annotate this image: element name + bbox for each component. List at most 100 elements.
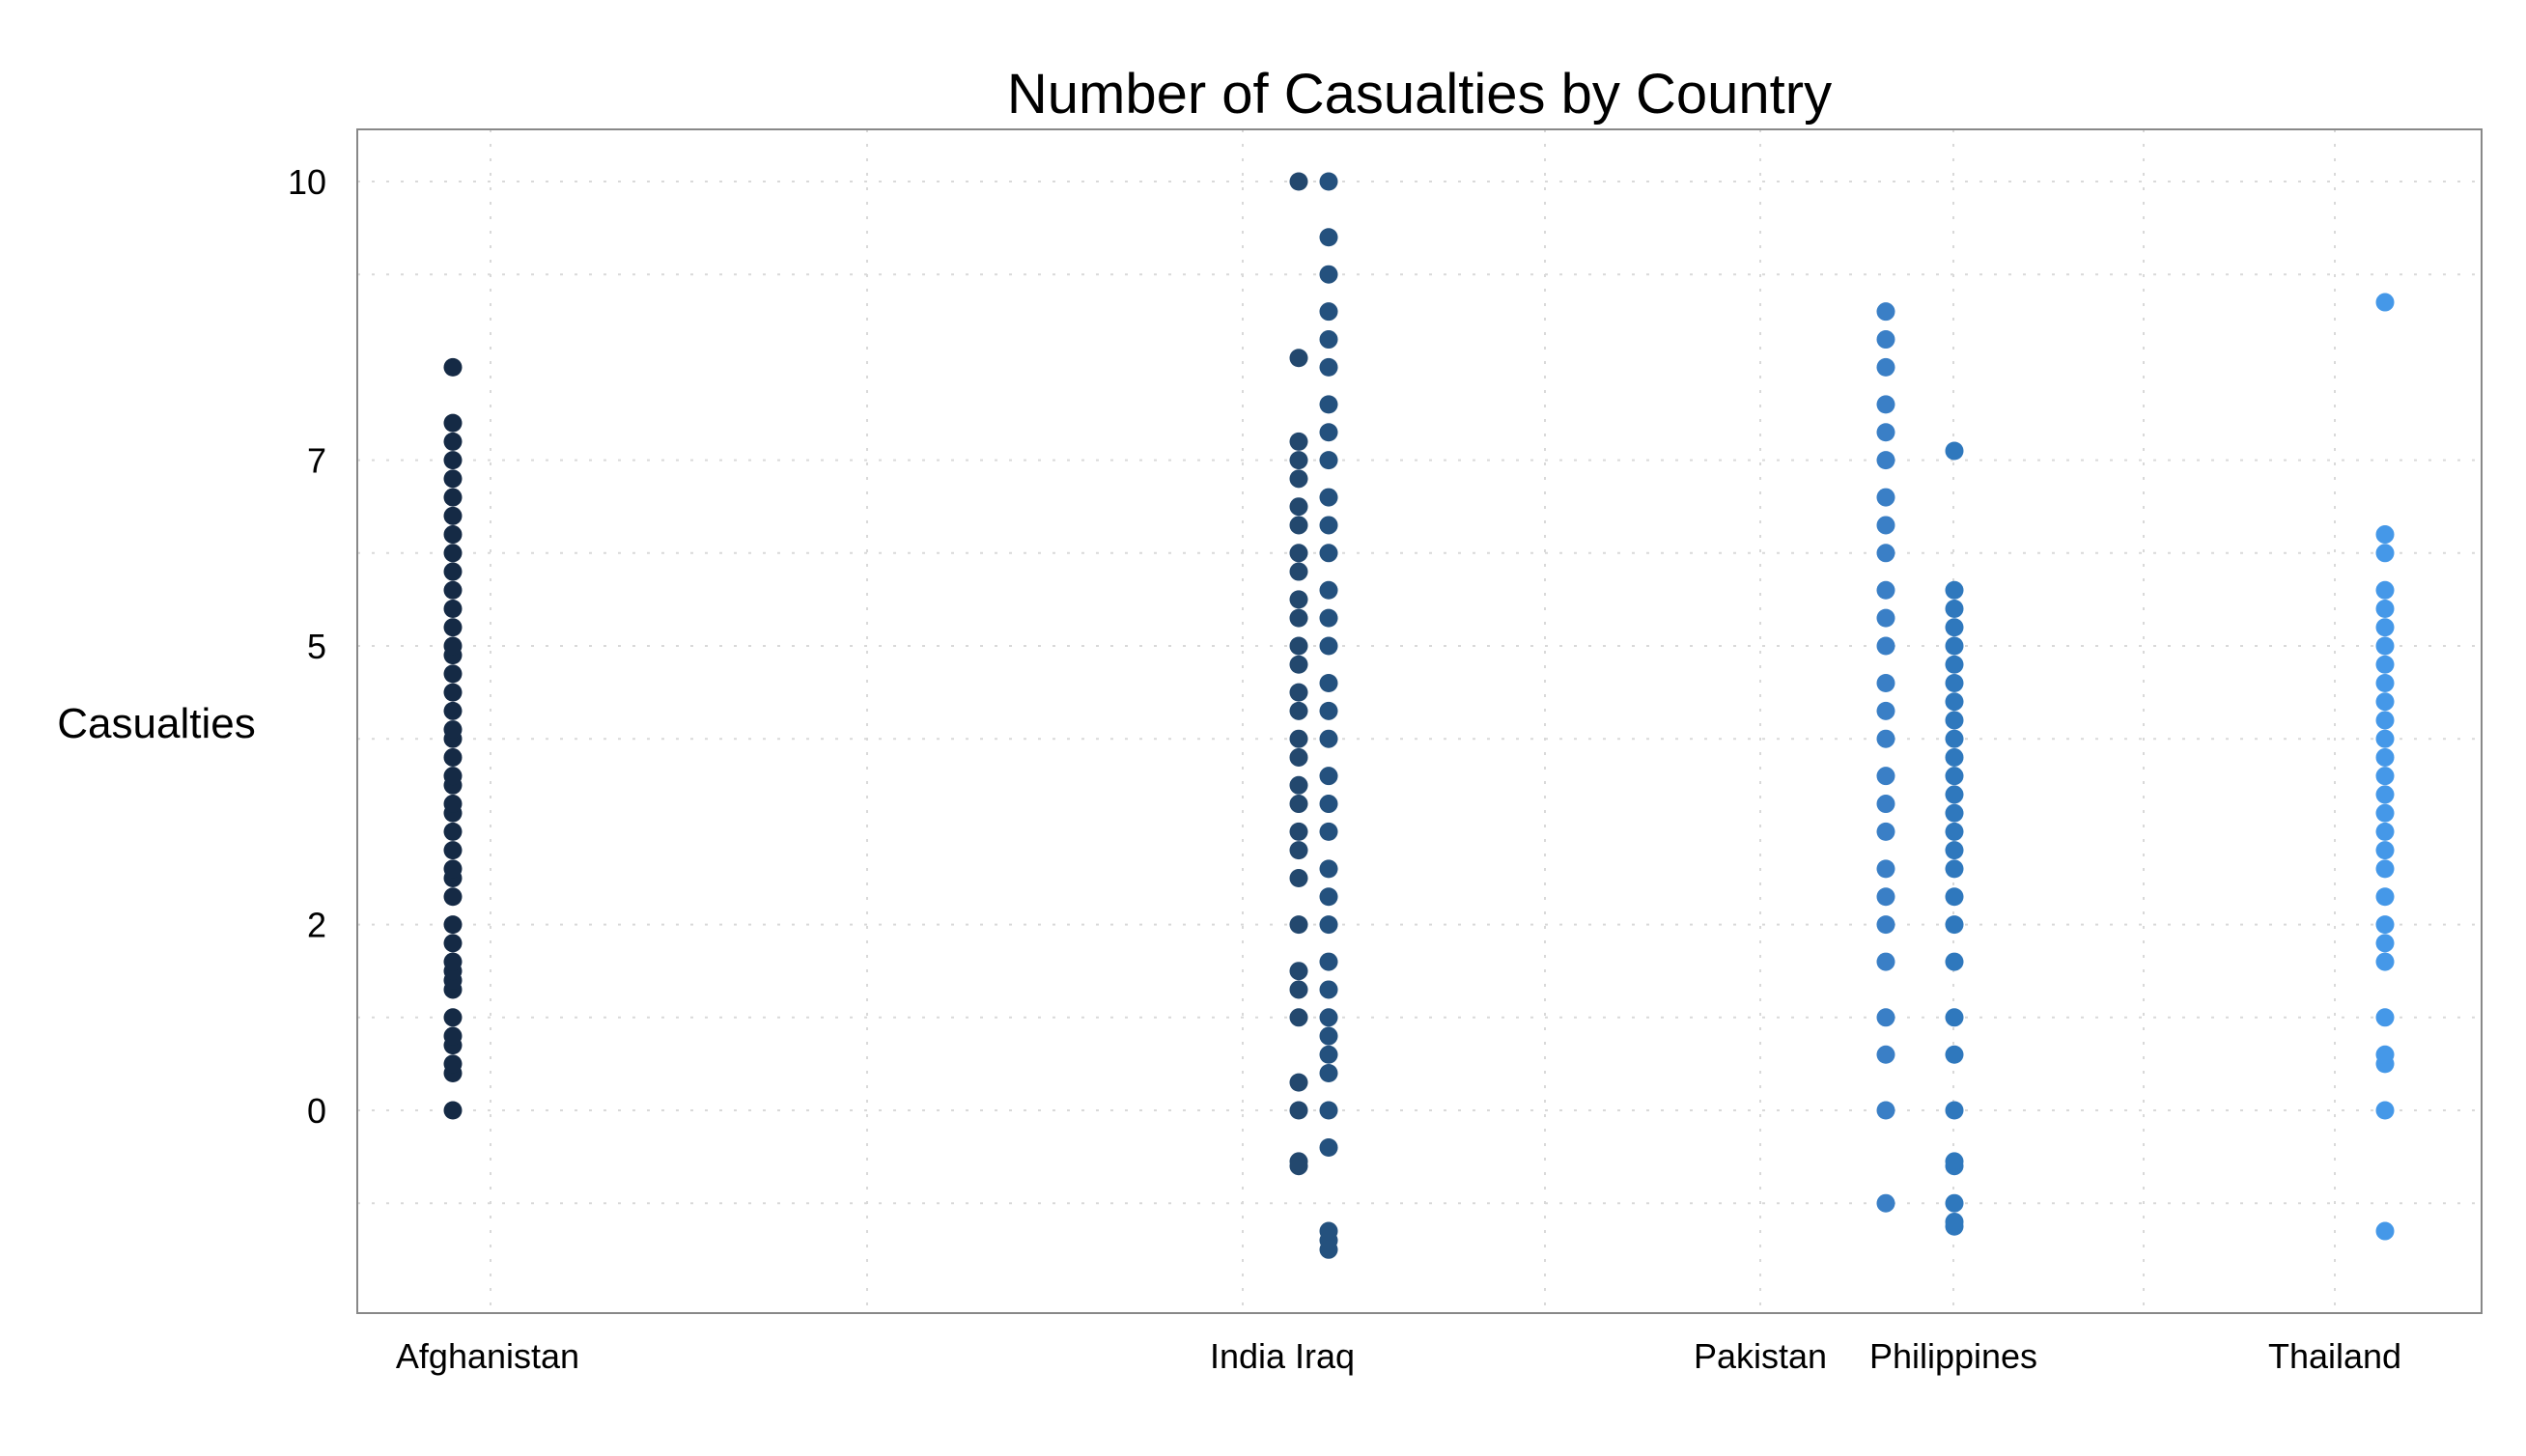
data-point-india xyxy=(1289,683,1308,702)
data-point-india xyxy=(1289,608,1308,628)
data-point-iraq xyxy=(1319,1221,1338,1241)
data-point-afghanistan xyxy=(443,683,463,702)
data-point-thailand xyxy=(2375,747,2395,767)
data-point-india xyxy=(1289,1073,1308,1092)
data-point-iraq xyxy=(1319,859,1338,879)
data-point-philippines xyxy=(1945,1212,1964,1231)
x-tick-label: Thailand xyxy=(2268,1336,2401,1376)
data-point-afghanistan xyxy=(443,580,463,600)
data-point-thailand xyxy=(2375,618,2395,637)
data-point-afghanistan xyxy=(443,841,463,860)
data-point-iraq xyxy=(1319,1045,1338,1064)
data-point-philippines xyxy=(1945,692,1964,712)
data-point-afghanistan xyxy=(443,1054,463,1074)
data-point-pakistan xyxy=(1876,822,1895,841)
data-point-india xyxy=(1289,636,1308,656)
data-point-india xyxy=(1289,980,1308,999)
data-point-afghanistan xyxy=(443,357,463,377)
data-point-afghanistan xyxy=(443,887,463,907)
data-point-iraq xyxy=(1319,915,1338,935)
data-point-iraq xyxy=(1319,767,1338,786)
data-point-thailand xyxy=(2375,600,2395,619)
data-point-afghanistan xyxy=(443,701,463,720)
data-point-india xyxy=(1289,432,1308,451)
data-point-afghanistan xyxy=(443,1008,463,1027)
data-point-india xyxy=(1289,701,1308,720)
data-point-afghanistan xyxy=(443,506,463,525)
data-point-iraq xyxy=(1319,1008,1338,1027)
data-point-india xyxy=(1289,349,1308,368)
data-point-thailand xyxy=(2375,525,2395,545)
data-point-afghanistan xyxy=(443,952,463,971)
data-point-pakistan xyxy=(1876,701,1895,720)
data-point-philippines xyxy=(1945,747,1964,767)
data-point-afghanistan xyxy=(443,795,463,814)
data-point-philippines xyxy=(1945,673,1964,692)
data-point-iraq xyxy=(1319,1064,1338,1083)
x-tick-label: India Iraq xyxy=(1210,1336,1355,1376)
grid-layer xyxy=(357,129,2482,1313)
data-point-afghanistan xyxy=(443,618,463,637)
data-point-thailand xyxy=(2375,729,2395,748)
data-point-thailand xyxy=(2375,915,2395,935)
data-point-thailand xyxy=(2375,803,2395,823)
data-point-thailand xyxy=(2375,293,2395,312)
data-point-afghanistan xyxy=(443,859,463,879)
data-point-thailand xyxy=(2375,887,2395,907)
data-point-pakistan xyxy=(1876,1045,1895,1064)
data-point-philippines xyxy=(1945,600,1964,619)
data-point-india xyxy=(1289,469,1308,489)
data-point-iraq xyxy=(1319,302,1338,322)
data-point-afghanistan xyxy=(443,488,463,507)
data-point-india xyxy=(1289,795,1308,814)
data-point-pakistan xyxy=(1876,330,1895,350)
data-point-india xyxy=(1289,172,1308,191)
data-point-philippines xyxy=(1945,580,1964,600)
data-point-india xyxy=(1289,915,1308,935)
data-point-pakistan xyxy=(1876,580,1895,600)
data-point-iraq xyxy=(1319,357,1338,377)
data-point-pakistan xyxy=(1876,1101,1895,1120)
data-point-philippines xyxy=(1945,636,1964,656)
data-point-afghanistan xyxy=(443,1101,463,1120)
data-point-philippines xyxy=(1945,887,1964,907)
data-point-iraq xyxy=(1319,1026,1338,1046)
data-point-india xyxy=(1289,451,1308,470)
data-point-afghanistan xyxy=(443,544,463,563)
data-point-afghanistan xyxy=(443,822,463,841)
data-point-india xyxy=(1289,1152,1308,1171)
data-point-iraq xyxy=(1319,887,1338,907)
data-point-pakistan xyxy=(1876,357,1895,377)
data-point-philippines xyxy=(1945,1101,1964,1120)
data-point-afghanistan xyxy=(443,767,463,786)
data-point-thailand xyxy=(2375,673,2395,692)
data-point-thailand xyxy=(2375,711,2395,730)
data-point-thailand xyxy=(2375,841,2395,860)
points-layer xyxy=(443,172,2395,1259)
data-point-afghanistan xyxy=(443,934,463,953)
data-point-pakistan xyxy=(1876,488,1895,507)
data-point-india xyxy=(1289,962,1308,981)
data-point-afghanistan xyxy=(443,525,463,545)
data-point-india xyxy=(1289,841,1308,860)
data-point-thailand xyxy=(2375,859,2395,879)
data-point-philippines xyxy=(1945,767,1964,786)
data-point-thailand xyxy=(2375,1045,2395,1064)
data-point-pakistan xyxy=(1876,451,1895,470)
y-tick-label: 2 xyxy=(307,906,326,945)
data-point-india xyxy=(1289,1008,1308,1027)
data-point-thailand xyxy=(2375,580,2395,600)
data-point-afghanistan xyxy=(443,664,463,684)
data-point-pakistan xyxy=(1876,302,1895,322)
x-tick-labels: Afghanistan India Iraq Pakistan Philippines… xyxy=(396,1336,2401,1376)
x-tick-label: Philippines xyxy=(1869,1336,2037,1376)
data-point-iraq xyxy=(1319,423,1338,442)
data-point-pakistan xyxy=(1876,915,1895,935)
data-point-thailand xyxy=(2375,1221,2395,1241)
data-point-thailand xyxy=(2375,785,2395,804)
data-point-iraq xyxy=(1319,673,1338,692)
data-point-pakistan xyxy=(1876,795,1895,814)
data-point-pakistan xyxy=(1876,1008,1895,1027)
data-point-iraq xyxy=(1319,516,1338,535)
